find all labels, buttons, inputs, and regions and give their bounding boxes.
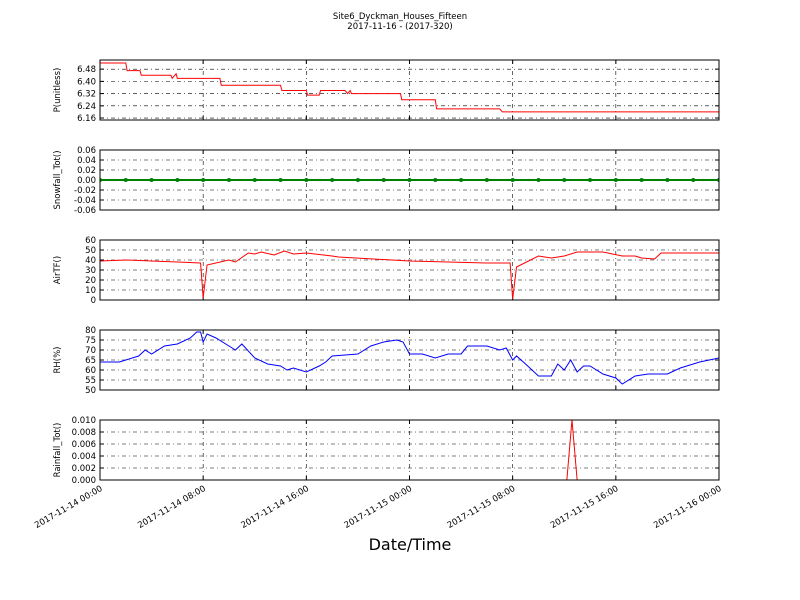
data-point — [510, 178, 515, 182]
data-point — [330, 178, 335, 182]
plot-frame — [99, 419, 720, 481]
y-tick-label: 10 — [85, 286, 96, 296]
data-point — [201, 178, 206, 182]
y-tick-label: 6.16 — [77, 114, 96, 124]
chart-subtitle: 2017-11-16 - (2017-320) — [347, 22, 452, 32]
y-tick-label: 70 — [85, 346, 96, 356]
chart-title: Site6_Dyckman_Houses_Fifteen — [333, 12, 467, 22]
y-tick-label: 30 — [85, 266, 96, 276]
y-axis-label: AirTF() — [53, 256, 63, 284]
y-tick-label: 6.40 — [77, 77, 96, 87]
plot-area — [100, 331, 719, 385]
data-point — [613, 178, 618, 182]
y-tick-label: 6.32 — [77, 90, 96, 100]
data-point — [484, 178, 489, 182]
y-tick-label: 55 — [85, 376, 96, 386]
data-point — [381, 178, 386, 182]
data-point — [226, 178, 231, 182]
data-point — [175, 178, 180, 182]
data-line — [100, 62, 719, 113]
y-tick-label: 0.006 — [72, 440, 96, 450]
data-point — [536, 178, 541, 182]
y-tick-label: 6.48 — [77, 65, 96, 75]
data-line — [100, 331, 719, 385]
y-axis-label: Rainfall_Tot() — [53, 423, 63, 478]
y-tick-label: 60 — [85, 236, 96, 246]
y-tick-label: -0.04 — [74, 196, 96, 206]
y-tick-label: 0.000 — [72, 476, 96, 486]
y-tick-label: 0.008 — [72, 428, 96, 438]
y-tick-label: 0.002 — [72, 464, 96, 474]
y-tick-label: 20 — [85, 276, 96, 286]
y-tick-label: 50 — [85, 246, 96, 256]
data-point — [304, 178, 309, 182]
data-point — [355, 178, 360, 182]
y-tick-label: 0.00 — [77, 176, 96, 186]
data-point — [588, 178, 593, 182]
y-tick-label: 50 — [85, 386, 96, 396]
y-tick-label: 80 — [85, 326, 96, 336]
y-tick-label: 0.02 — [77, 166, 96, 176]
data-line — [100, 250, 719, 300]
y-tick-label: 0.010 — [72, 416, 96, 426]
plot-frame — [99, 59, 720, 121]
y-tick-label: 40 — [85, 256, 96, 266]
y-tick-label: 60 — [85, 366, 96, 376]
y-tick-label: 65 — [85, 356, 96, 366]
plot-frame — [99, 239, 720, 301]
y-tick-label: 6.24 — [77, 102, 96, 112]
y-tick-label: -0.02 — [74, 186, 96, 196]
plot-frame — [99, 329, 720, 391]
y-tick-label: 0.04 — [77, 156, 96, 166]
plot-frame — [99, 149, 720, 211]
data-point — [433, 178, 438, 182]
plot-area — [100, 250, 719, 300]
y-tick-label: 75 — [85, 336, 96, 346]
data-point — [459, 178, 464, 182]
data-point — [278, 178, 283, 182]
data-point — [639, 178, 644, 182]
data-point — [407, 178, 412, 182]
y-tick-label: 0.004 — [72, 452, 96, 462]
plot-area — [100, 178, 719, 182]
data-point — [252, 178, 257, 182]
data-point — [123, 178, 128, 182]
y-axis-label: Snowfall_Tot() — [53, 150, 63, 209]
y-axis-label: RH(%) — [53, 346, 63, 373]
x-axis-label: Date/Time — [369, 535, 452, 554]
data-point — [562, 178, 567, 182]
data-point — [149, 178, 154, 182]
data-point — [665, 178, 670, 182]
plot-area — [100, 62, 719, 113]
y-tick-label: -0.06 — [74, 206, 96, 216]
y-tick-label: 0.06 — [77, 146, 96, 156]
y-axis-label: P(unitless) — [53, 68, 63, 113]
data-point — [691, 178, 696, 182]
y-tick-label: 0 — [91, 296, 96, 306]
